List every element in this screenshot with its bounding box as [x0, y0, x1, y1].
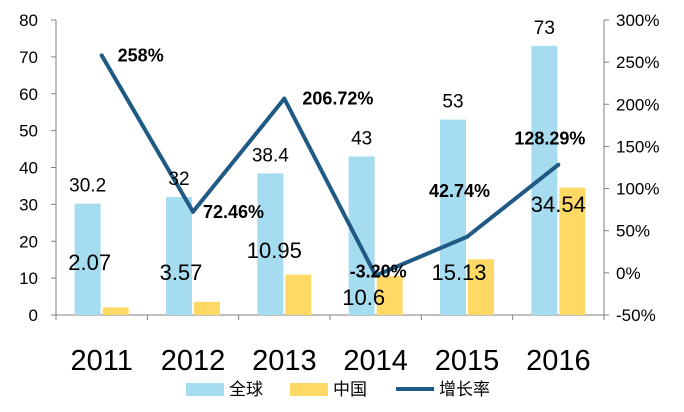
data-label-growth: -3.20%	[350, 262, 407, 282]
data-label-growth: 258%	[118, 45, 164, 65]
x-category-label: 2011	[70, 345, 132, 377]
data-label-china: 10.6	[342, 285, 385, 310]
data-label-growth: 72.46%	[203, 202, 264, 222]
data-label-global: 32	[168, 169, 189, 190]
y-right-tick-label: 0%	[616, 264, 641, 283]
growth-point	[556, 162, 561, 167]
data-label-global: 38.4	[252, 145, 289, 166]
bar-china	[468, 259, 494, 315]
bar-china	[285, 274, 312, 315]
x-category-label: 2013	[252, 345, 317, 377]
legend-label-china: 中国	[333, 380, 367, 400]
y-right-tick-label: 200%	[616, 95, 659, 114]
bar-global	[166, 197, 192, 315]
bar-china	[376, 275, 403, 315]
bar-global	[257, 173, 284, 315]
y-right-tick-label: 300%	[616, 11, 659, 30]
data-label-global: 53	[442, 92, 463, 113]
x-category-label: 2014	[343, 345, 408, 377]
growth-point	[191, 209, 195, 214]
bar-china	[559, 187, 586, 315]
data-label-global: 30.2	[69, 176, 106, 197]
y-left-tick-label: 10	[19, 269, 38, 288]
bar-china	[102, 307, 129, 315]
data-label-growth: 42.74%	[429, 181, 490, 201]
y-left-tick-label: 40	[19, 159, 38, 178]
y-right-tick-label: 50%	[616, 222, 650, 241]
legend-swatch-china	[290, 383, 328, 396]
growth-point	[465, 234, 469, 239]
y-right-tick-label: 150%	[616, 137, 659, 156]
y-right-tick-label: -50%	[616, 306, 656, 325]
y-left-tick-label: 80	[19, 11, 38, 30]
data-label-china: 15.13	[431, 260, 486, 285]
growth-point	[373, 273, 378, 278]
data-label-growth: 128.29%	[514, 129, 585, 149]
y-left-tick-label: 60	[19, 85, 38, 104]
y-left-tick-label: 50	[19, 122, 38, 141]
bar-global	[440, 119, 466, 315]
x-category-label: 2016	[526, 345, 591, 377]
y-left-tick-label: 20	[19, 232, 38, 251]
data-label-china: 10.95	[247, 238, 302, 263]
data-label-china: 2.07	[68, 250, 111, 275]
bar-global	[531, 45, 558, 315]
data-label-global: 73	[534, 18, 555, 39]
legend-label-growth: 增长率	[439, 380, 490, 400]
data-label-china: 34.54	[531, 192, 586, 217]
data-label-growth: 206.72%	[302, 89, 373, 109]
legend-swatch-global	[186, 383, 224, 396]
bar-global	[74, 203, 101, 315]
y-left-tick-label: 0	[29, 306, 38, 325]
y-left-tick-label: 30	[19, 195, 38, 214]
x-category-label: 2015	[435, 345, 500, 377]
growth-point	[99, 53, 104, 58]
bar-china	[194, 301, 220, 315]
data-label-global: 43	[351, 128, 372, 149]
growth-point	[282, 96, 287, 101]
x-category-label: 2012	[161, 345, 226, 377]
y-right-tick-label: 250%	[616, 53, 659, 72]
y-left-tick-label: 70	[19, 48, 38, 67]
legend-label-global: 全球	[229, 380, 263, 400]
data-label-china: 3.57	[160, 260, 203, 285]
growth-line	[99, 54, 560, 278]
y-right-tick-label: 100%	[616, 180, 659, 199]
